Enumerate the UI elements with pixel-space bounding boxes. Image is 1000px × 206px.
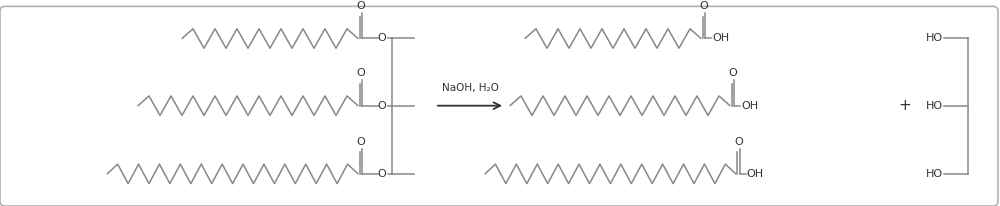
- Text: O: O: [729, 68, 737, 78]
- Text: O: O: [357, 137, 365, 147]
- Text: O: O: [734, 137, 743, 147]
- Text: NaOH, H₂O: NaOH, H₂O: [442, 83, 498, 93]
- Text: HO: HO: [926, 34, 943, 43]
- Text: OH: OH: [741, 101, 758, 111]
- Text: O: O: [378, 169, 386, 179]
- Text: O: O: [357, 68, 365, 78]
- Text: OH: OH: [747, 169, 764, 179]
- Text: +: +: [899, 98, 911, 113]
- Text: OH: OH: [712, 34, 729, 43]
- Text: O: O: [378, 34, 386, 43]
- Text: HO: HO: [926, 101, 943, 111]
- Text: O: O: [378, 101, 386, 111]
- Text: HO: HO: [926, 169, 943, 179]
- Text: O: O: [700, 1, 708, 11]
- Text: O: O: [357, 1, 365, 11]
